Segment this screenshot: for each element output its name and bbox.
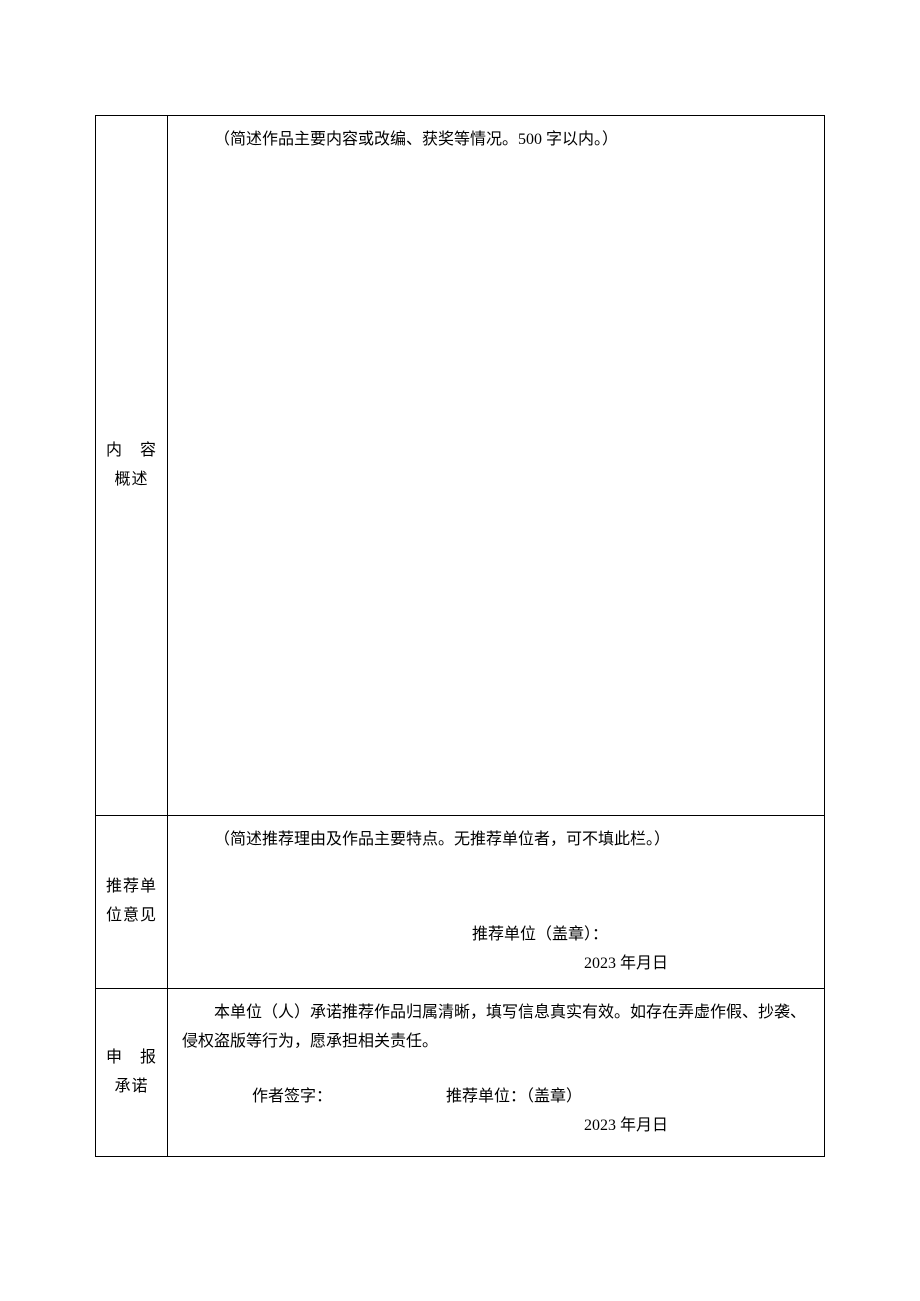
- label-line1: 推荐单: [100, 873, 163, 902]
- row-recommend-opinion: 推荐单 位意见 （简述推荐理由及作品主要特点。无推荐单位者，可不填此栏。） 推荐…: [96, 816, 825, 989]
- row-pledge: 申 报 承诺 本单位（人）承诺推荐作品归属清晰，填写信息真实有效。如存在弄虚作假…: [96, 989, 825, 1157]
- label-line2: 承诺: [100, 1073, 163, 1102]
- label-char: 报: [140, 1044, 157, 1073]
- pledge-cell: 本单位（人）承诺推荐作品归属清晰，填写信息真实有效。如存在弄虚作假、抄袭、侵权盗…: [168, 989, 825, 1157]
- label-recommend-opinion: 推荐单 位意见: [96, 816, 168, 989]
- recommend-opinion-cell: （简述推荐理由及作品主要特点。无推荐单位者，可不填此栏。） 推荐单位（盖章）： …: [168, 816, 825, 989]
- label-char: 容: [140, 437, 157, 466]
- row-content-summary: 内 容 概述 （简述作品主要内容或改编、获奖等情况。500 字以内。）: [96, 116, 825, 816]
- recommend-seal-label: 推荐单位（盖章）：: [182, 921, 810, 950]
- recommend-date: 2023 年月日: [182, 950, 810, 979]
- form-table: 内 容 概述 （简述作品主要内容或改编、获奖等情况。500 字以内。） 推荐单 …: [95, 115, 825, 1157]
- label-line2: 概述: [100, 466, 163, 495]
- recommend-signature-block: 推荐单位（盖章）： 2023 年月日: [182, 921, 810, 979]
- content-summary-hint: （简述作品主要内容或改编、获奖等情况。500 字以内。）: [182, 126, 810, 155]
- content-summary-cell: （简述作品主要内容或改编、获奖等情况。500 字以内。）: [168, 116, 825, 816]
- label-pledge: 申 报 承诺: [96, 989, 168, 1157]
- recommend-hint: （简述推荐理由及作品主要特点。无推荐单位者，可不填此栏。）: [182, 826, 810, 855]
- label-content-summary: 内 容 概述: [96, 116, 168, 816]
- label-char: 申: [106, 1044, 123, 1073]
- pledge-text: 本单位（人）承诺推荐作品归属清晰，填写信息真实有效。如存在弄虚作假、抄袭、侵权盗…: [182, 999, 810, 1057]
- author-sign-label: 作者签字：: [252, 1083, 332, 1112]
- pledge-date: 2023 年月日: [182, 1112, 810, 1141]
- label-char: 内: [106, 437, 123, 466]
- label-line1: 申 报: [100, 1044, 163, 1073]
- pledge-signature-row: 作者签字： 推荐单位：（盖章）: [182, 1083, 810, 1112]
- label-line1: 内 容: [100, 437, 163, 466]
- document-page: 内 容 概述 （简述作品主要内容或改编、获奖等情况。500 字以内。） 推荐单 …: [0, 0, 920, 1301]
- unit-seal-label: 推荐单位：（盖章）: [446, 1083, 582, 1112]
- label-line2: 位意见: [100, 902, 163, 931]
